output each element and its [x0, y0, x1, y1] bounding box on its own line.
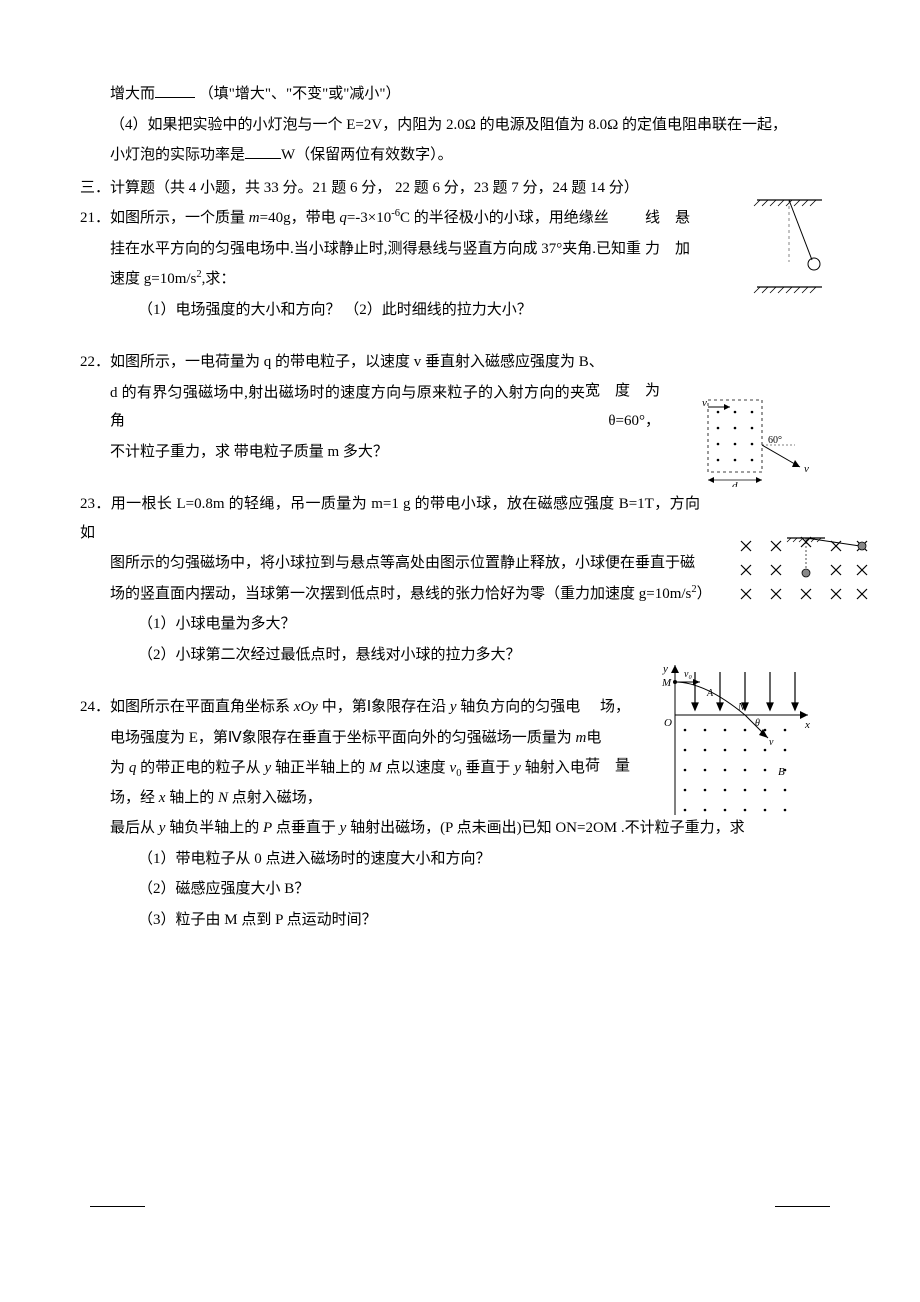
section-3-heading: 三．计算题（共 4 小题，共 33 分。21 题 6 分， 22 题 6 分，2… [80, 174, 830, 203]
svg-text:M: M [661, 677, 672, 689]
svg-text:y: y [662, 663, 668, 675]
svg-text:A: A [706, 688, 714, 699]
svg-text:θ: θ [755, 718, 760, 729]
figure-q23 [735, 535, 870, 610]
q24-line6: （2）磁感应强度大小 B？ [80, 875, 830, 904]
footer-rule-right [775, 1206, 830, 1207]
blank-field [245, 144, 281, 159]
q21-line2: 挂在水平方向的匀强电场中.当小球静止时,测得悬线与竖直方向成 37°夹角.已知重… [80, 235, 830, 264]
q22-line1: 22．如图所示，一电荷量为 q 的带电粒子，以速度 v 垂直射入磁感应强度为 B… [80, 348, 830, 377]
blank-field [155, 83, 195, 98]
svg-text:d: d [732, 480, 738, 487]
svg-text:B: B [778, 766, 785, 778]
text: （4）如果把实验中的小灯泡与一个 E=2V，内阻为 2.0Ω 的电源及阻值为 8… [110, 117, 787, 133]
q21-line3: 速度 g=10m/s2,求： [80, 265, 830, 294]
svg-text:v: v [804, 463, 809, 475]
svg-text:60°: 60° [768, 435, 782, 446]
figure-q24: y x O M v₀ A N θ v B [650, 660, 815, 820]
q23-line2: 图所示的匀强磁场中，将小球拉到与悬点等高处由图示位置静止释放，小球便在垂直于磁 [80, 549, 830, 578]
q23-line3: 场的竖直面内摆动，当球第一次摆到低点时，悬线的张力恰好为零（重力加速度 g=10… [80, 580, 830, 609]
line-cont-2b: 小灯泡的实际功率是 W（保留两位有效数字）。 [80, 141, 830, 170]
svg-text:O: O [664, 717, 672, 729]
line-cont-2a: （4）如果把实验中的小灯泡与一个 E=2V，内阻为 2.0Ω 的电源及阻值为 8… [80, 111, 830, 140]
q21-line1: 21．如图所示，一个质量 m=40g，带电 q=-3×10-6C 的半径极小的小… [80, 204, 830, 233]
svg-text:v₀: v₀ [684, 669, 692, 680]
q21-line4: （1）电场强度的大小和方向？ （2）此时细线的拉力大小？ [80, 296, 830, 325]
line-cont-1: 增大而 （填"增大"、"不变"或"减小"） [80, 80, 830, 109]
svg-text:x: x [804, 719, 810, 731]
figure-q21 [752, 192, 830, 297]
q23-line1: 23．用一根长 L=0.8m 的轻绳，吊一质量为 m=1 g 的带电小球，放在磁… [80, 490, 830, 547]
question-number: 22． [80, 354, 110, 370]
footer-rule-left [90, 1206, 145, 1207]
q24-line7: （3）粒子由 M 点到 P 点运动时间？ [80, 906, 830, 935]
svg-text:v: v [769, 737, 774, 748]
text: 小灯泡的实际功率是 [110, 147, 245, 163]
question-number: 24． [80, 699, 110, 715]
svg-text:N: N [737, 702, 746, 713]
question-number: 21． [80, 210, 110, 226]
text: 增大而 [110, 86, 155, 102]
text: 三．计算题（共 4 小题，共 33 分。21 题 6 分， 22 题 6 分，2… [80, 180, 639, 196]
q23-line4: （1）小球电量为多大？ [80, 610, 830, 639]
text: （填"增大"、"不变"或"减小"） [199, 86, 401, 102]
figure-q22: v 60° v d [700, 392, 830, 487]
text: W（保留两位有效数字）。 [281, 147, 453, 163]
svg-text:v: v [702, 397, 707, 409]
question-number: 23． [80, 496, 111, 512]
q24-line5: （1）带电粒子从 0 点进入磁场时的速度大小和方向？ [80, 845, 830, 874]
